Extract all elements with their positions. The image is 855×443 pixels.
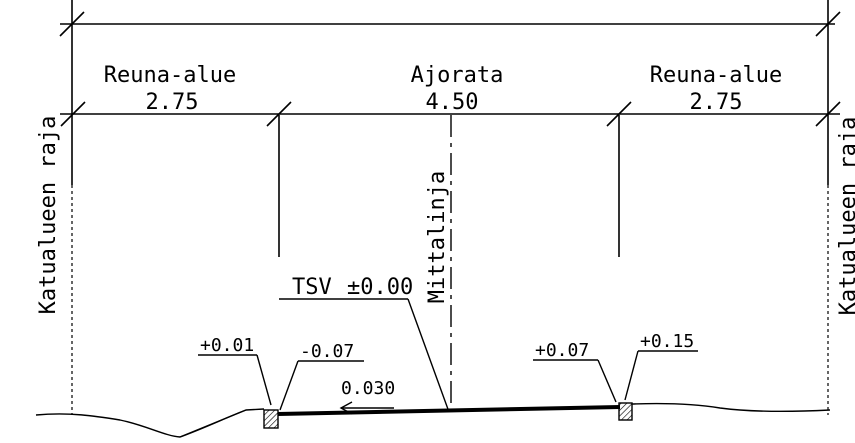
tick-mark xyxy=(815,11,841,37)
section-width: 4.50 xyxy=(426,90,479,115)
curb-left xyxy=(263,409,279,429)
level-value: +0.01 xyxy=(200,335,254,356)
tsv-value: ±0.00 xyxy=(347,275,413,300)
section-width: 2.75 xyxy=(146,90,199,115)
tick-mark xyxy=(606,101,632,127)
tick-mark xyxy=(815,101,841,127)
level-value: -0.07 xyxy=(300,341,354,362)
section-label: Reuna-alue xyxy=(650,63,782,88)
boundary-label-right: Katualueen raja xyxy=(836,117,855,316)
tsv-label: TSV xyxy=(292,275,332,300)
section-label: Ajorata xyxy=(411,63,504,88)
cross-section-profile xyxy=(35,402,831,438)
level-value: +0.07 xyxy=(535,340,589,361)
level-left-outer: +0.01 xyxy=(198,335,272,406)
level-right-inner: +0.07 xyxy=(533,340,617,403)
section-width: 2.75 xyxy=(690,90,743,115)
level-right-outer: +0.15 xyxy=(624,331,698,401)
tick-mark xyxy=(266,101,292,127)
section-label: Reuna-alue xyxy=(104,63,236,88)
road-surface xyxy=(277,405,621,416)
centreline-label: Mittalinja xyxy=(425,171,450,303)
slope-annotation: 0.030 xyxy=(339,378,395,415)
overall-dimension xyxy=(59,0,841,115)
tick-mark xyxy=(60,101,86,127)
tick-mark xyxy=(59,11,85,37)
level-value: +0.15 xyxy=(640,331,694,352)
level-left-inner: -0.07 xyxy=(279,341,364,411)
tsv-annotation: TSV ±0.00 xyxy=(279,275,450,413)
boundary-label-left: Katualueen raja xyxy=(36,116,61,315)
section-dimension xyxy=(60,101,841,127)
curb-right xyxy=(618,402,633,421)
slope-value: 0.030 xyxy=(341,378,395,399)
